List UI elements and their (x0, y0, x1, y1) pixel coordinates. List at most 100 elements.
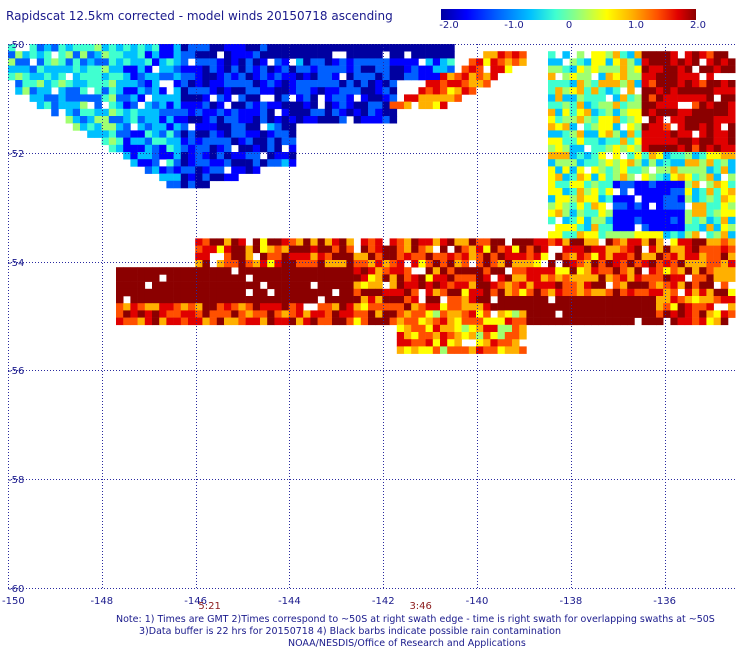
wind-cell (720, 317, 729, 326)
wind-cell (375, 296, 383, 304)
wind-cell (706, 152, 714, 160)
wind-cell (684, 130, 693, 138)
wind-cell (231, 137, 239, 146)
wind-cell (728, 123, 736, 131)
wind-cell (396, 51, 405, 59)
wind-cell (440, 310, 448, 318)
wind-cell (152, 72, 160, 81)
wind-cell (173, 303, 182, 311)
wind-cell (670, 231, 678, 239)
wind-cell (569, 288, 578, 297)
wind-cell (29, 87, 38, 95)
wind-cell (296, 310, 304, 318)
wind-cell (144, 87, 153, 95)
wind-cell (303, 260, 311, 268)
wind-cell (440, 288, 448, 297)
wind-cell (728, 260, 736, 268)
wind-cell (569, 130, 578, 138)
wind-cell (166, 116, 174, 124)
wind-cell (605, 58, 614, 66)
wind-cell (123, 130, 131, 138)
wind-cell (576, 94, 585, 102)
wind-cell (461, 87, 470, 95)
wind-cell (663, 202, 671, 210)
wind-cell (180, 101, 189, 110)
wind-cell (144, 159, 153, 167)
wind-cell (656, 288, 664, 297)
wind-cell (375, 267, 383, 275)
wind-cell (548, 303, 556, 311)
wind-cell (65, 87, 74, 95)
wind-cell (267, 317, 275, 326)
wind-cell (670, 317, 678, 326)
wind-cell (569, 180, 578, 189)
wind-cell (504, 310, 513, 318)
wind-cell (598, 281, 606, 290)
longitude-labels: -150 -148 -146 -144 -142 -140 -138 -136 (2, 596, 676, 607)
wind-cell (396, 274, 405, 282)
wind-cell (569, 94, 578, 102)
wind-cell (382, 58, 390, 66)
wind-difference-field (8, 44, 736, 354)
wind-cell (216, 137, 225, 146)
wind-cell (202, 173, 210, 182)
wind-cell (188, 137, 196, 146)
wind-cell (360, 245, 369, 254)
wind-cell (202, 303, 210, 311)
wind-cell (627, 296, 635, 304)
wind-cell (548, 260, 556, 268)
wind-cell (720, 281, 729, 290)
wind-cell (317, 80, 326, 88)
wind-cell (288, 101, 297, 110)
wind-cell (627, 216, 635, 225)
wind-cell (159, 44, 167, 52)
wind-cell (670, 224, 678, 232)
wind-cell (375, 252, 383, 261)
wind-cell (512, 267, 520, 275)
wind-cell (274, 94, 282, 102)
wind-cell (108, 94, 117, 102)
wind-cell (612, 152, 621, 160)
wind-cell (159, 267, 167, 275)
wind-cell (224, 58, 232, 66)
wind-cell (173, 87, 182, 95)
wind-cell (605, 101, 614, 110)
wind-cell (137, 94, 146, 102)
wind-cell (368, 310, 376, 318)
wind-cell (188, 116, 196, 124)
wind-cell (497, 288, 506, 297)
wind-cell (627, 152, 635, 160)
wind-cell (209, 80, 218, 88)
wind-cell (375, 303, 383, 311)
wind-cell (584, 231, 592, 239)
wind-cell (670, 209, 678, 218)
wind-cell (627, 209, 635, 218)
wind-cell (483, 296, 491, 304)
wind-cell (555, 303, 563, 311)
wind-cell (728, 267, 736, 275)
wind-cell (720, 180, 729, 189)
wind-cell (180, 288, 189, 297)
wind-cell (58, 44, 66, 52)
wind-cell (497, 238, 506, 246)
wind-cell (677, 166, 686, 174)
wind-cell (281, 72, 290, 81)
wind-cell (591, 216, 599, 225)
wind-cell (58, 72, 66, 81)
wind-cell (260, 252, 268, 261)
wind-cell (80, 44, 88, 52)
wind-cell (699, 216, 707, 225)
wind-cell (648, 144, 657, 153)
wind-cell (584, 216, 592, 225)
wind-cell (332, 72, 340, 81)
wind-cell (224, 317, 232, 326)
wind-cell (8, 44, 16, 52)
wind-cell (584, 72, 592, 81)
wind-cell (605, 116, 614, 124)
wind-cell (288, 137, 297, 146)
wind-cell (389, 317, 398, 326)
wind-cell (576, 51, 585, 59)
wind-cell (699, 267, 707, 275)
wind-cell (569, 245, 578, 254)
wind-cell (663, 310, 671, 318)
